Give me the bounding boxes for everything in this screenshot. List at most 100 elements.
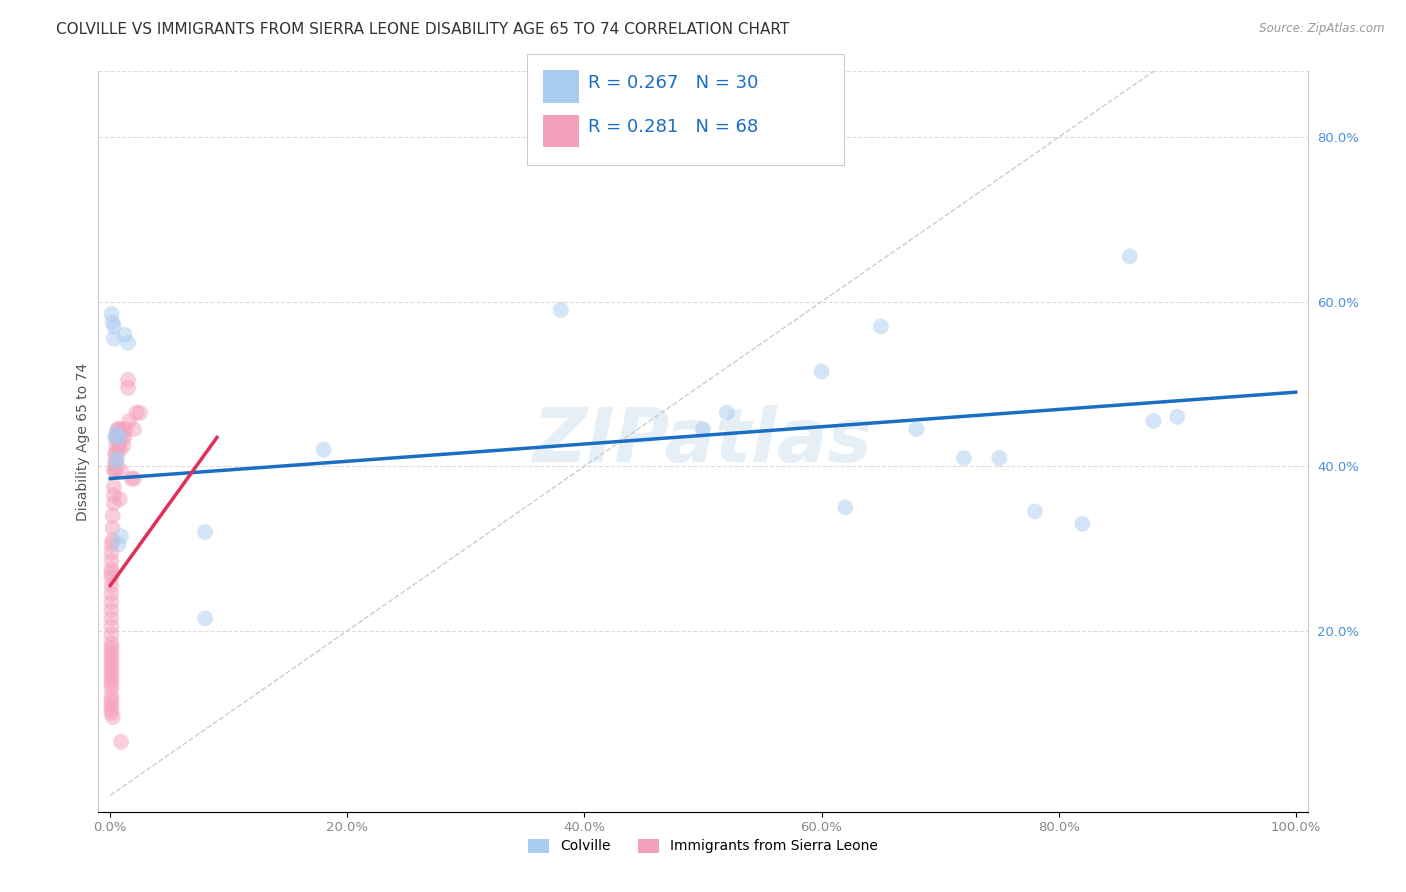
Point bbox=[104, 455, 127, 469]
Point bbox=[108, 492, 131, 507]
Point bbox=[105, 450, 128, 465]
Point bbox=[104, 463, 127, 477]
Point bbox=[107, 426, 129, 441]
Point bbox=[194, 524, 217, 539]
Point bbox=[100, 603, 122, 617]
Point bbox=[100, 546, 122, 560]
Point bbox=[111, 422, 134, 436]
Point bbox=[905, 422, 928, 436]
Point bbox=[100, 706, 122, 720]
Point bbox=[105, 430, 128, 444]
Point bbox=[105, 463, 128, 477]
Point bbox=[111, 430, 134, 444]
Point bbox=[100, 702, 122, 716]
Point bbox=[1071, 516, 1094, 531]
Point bbox=[988, 450, 1011, 465]
Point bbox=[100, 677, 122, 691]
Point bbox=[110, 529, 132, 543]
Point bbox=[114, 422, 136, 436]
Text: COLVILLE VS IMMIGRANTS FROM SIERRA LEONE DISABILITY AGE 65 TO 74 CORRELATION CHA: COLVILLE VS IMMIGRANTS FROM SIERRA LEONE… bbox=[56, 22, 790, 37]
Point bbox=[100, 636, 122, 650]
Point bbox=[692, 422, 714, 436]
Point bbox=[108, 442, 131, 457]
Point bbox=[100, 690, 122, 704]
Point bbox=[100, 652, 122, 666]
Point bbox=[103, 488, 125, 502]
Point bbox=[810, 365, 832, 379]
Point bbox=[117, 373, 139, 387]
Point bbox=[101, 521, 124, 535]
Point bbox=[100, 657, 122, 671]
Point bbox=[101, 315, 124, 329]
Point bbox=[716, 406, 738, 420]
Point bbox=[105, 426, 128, 441]
Point bbox=[121, 471, 143, 485]
Point bbox=[103, 480, 125, 494]
Point bbox=[1024, 504, 1046, 518]
Point bbox=[100, 648, 122, 663]
Point bbox=[194, 611, 217, 625]
Point bbox=[834, 500, 856, 515]
Point bbox=[1166, 409, 1188, 424]
Point bbox=[1119, 250, 1142, 264]
Point bbox=[550, 302, 572, 317]
Point bbox=[114, 327, 136, 342]
Point bbox=[100, 640, 122, 655]
Point bbox=[100, 673, 122, 687]
Point bbox=[110, 463, 132, 477]
Point bbox=[105, 455, 128, 469]
Point bbox=[100, 694, 122, 708]
Point bbox=[114, 430, 136, 444]
Point bbox=[117, 335, 139, 350]
Point bbox=[105, 422, 128, 436]
Point bbox=[100, 595, 122, 609]
Point bbox=[104, 430, 127, 444]
Point bbox=[100, 578, 122, 592]
Point bbox=[100, 537, 122, 551]
Point bbox=[100, 307, 122, 321]
Point bbox=[103, 463, 125, 477]
Point bbox=[105, 439, 128, 453]
Point bbox=[107, 537, 129, 551]
Point bbox=[100, 698, 122, 712]
Point bbox=[869, 319, 891, 334]
Point bbox=[129, 406, 152, 420]
Point bbox=[117, 381, 139, 395]
Point bbox=[1142, 414, 1164, 428]
Point bbox=[100, 587, 122, 601]
Y-axis label: Disability Age 65 to 74: Disability Age 65 to 74 bbox=[76, 362, 90, 521]
Point bbox=[122, 471, 145, 485]
Point bbox=[105, 447, 128, 461]
Point bbox=[103, 319, 125, 334]
Text: ZIPatlas: ZIPatlas bbox=[533, 405, 873, 478]
Point bbox=[101, 710, 124, 724]
Point bbox=[952, 450, 974, 465]
Point bbox=[100, 644, 122, 658]
Point bbox=[108, 430, 131, 444]
Point bbox=[118, 414, 141, 428]
Text: Source: ZipAtlas.com: Source: ZipAtlas.com bbox=[1260, 22, 1385, 36]
Point bbox=[100, 554, 122, 568]
Point bbox=[122, 422, 145, 436]
Point bbox=[100, 661, 122, 675]
Point bbox=[100, 669, 122, 683]
Text: R = 0.281   N = 68: R = 0.281 N = 68 bbox=[588, 118, 758, 136]
Point bbox=[101, 533, 124, 548]
Point bbox=[100, 562, 122, 576]
Point bbox=[100, 566, 122, 581]
Point bbox=[112, 439, 135, 453]
Point bbox=[100, 681, 122, 696]
Point bbox=[100, 628, 122, 642]
Point bbox=[110, 735, 132, 749]
Point bbox=[103, 496, 125, 510]
Point bbox=[312, 442, 335, 457]
Legend: Colville, Immigrants from Sierra Leone: Colville, Immigrants from Sierra Leone bbox=[522, 831, 884, 860]
Point bbox=[105, 455, 128, 469]
Point bbox=[104, 447, 127, 461]
Text: R = 0.267   N = 30: R = 0.267 N = 30 bbox=[588, 74, 758, 92]
Point bbox=[100, 619, 122, 633]
Point bbox=[101, 508, 124, 523]
Point bbox=[107, 439, 129, 453]
Point bbox=[125, 406, 148, 420]
Point bbox=[103, 332, 125, 346]
